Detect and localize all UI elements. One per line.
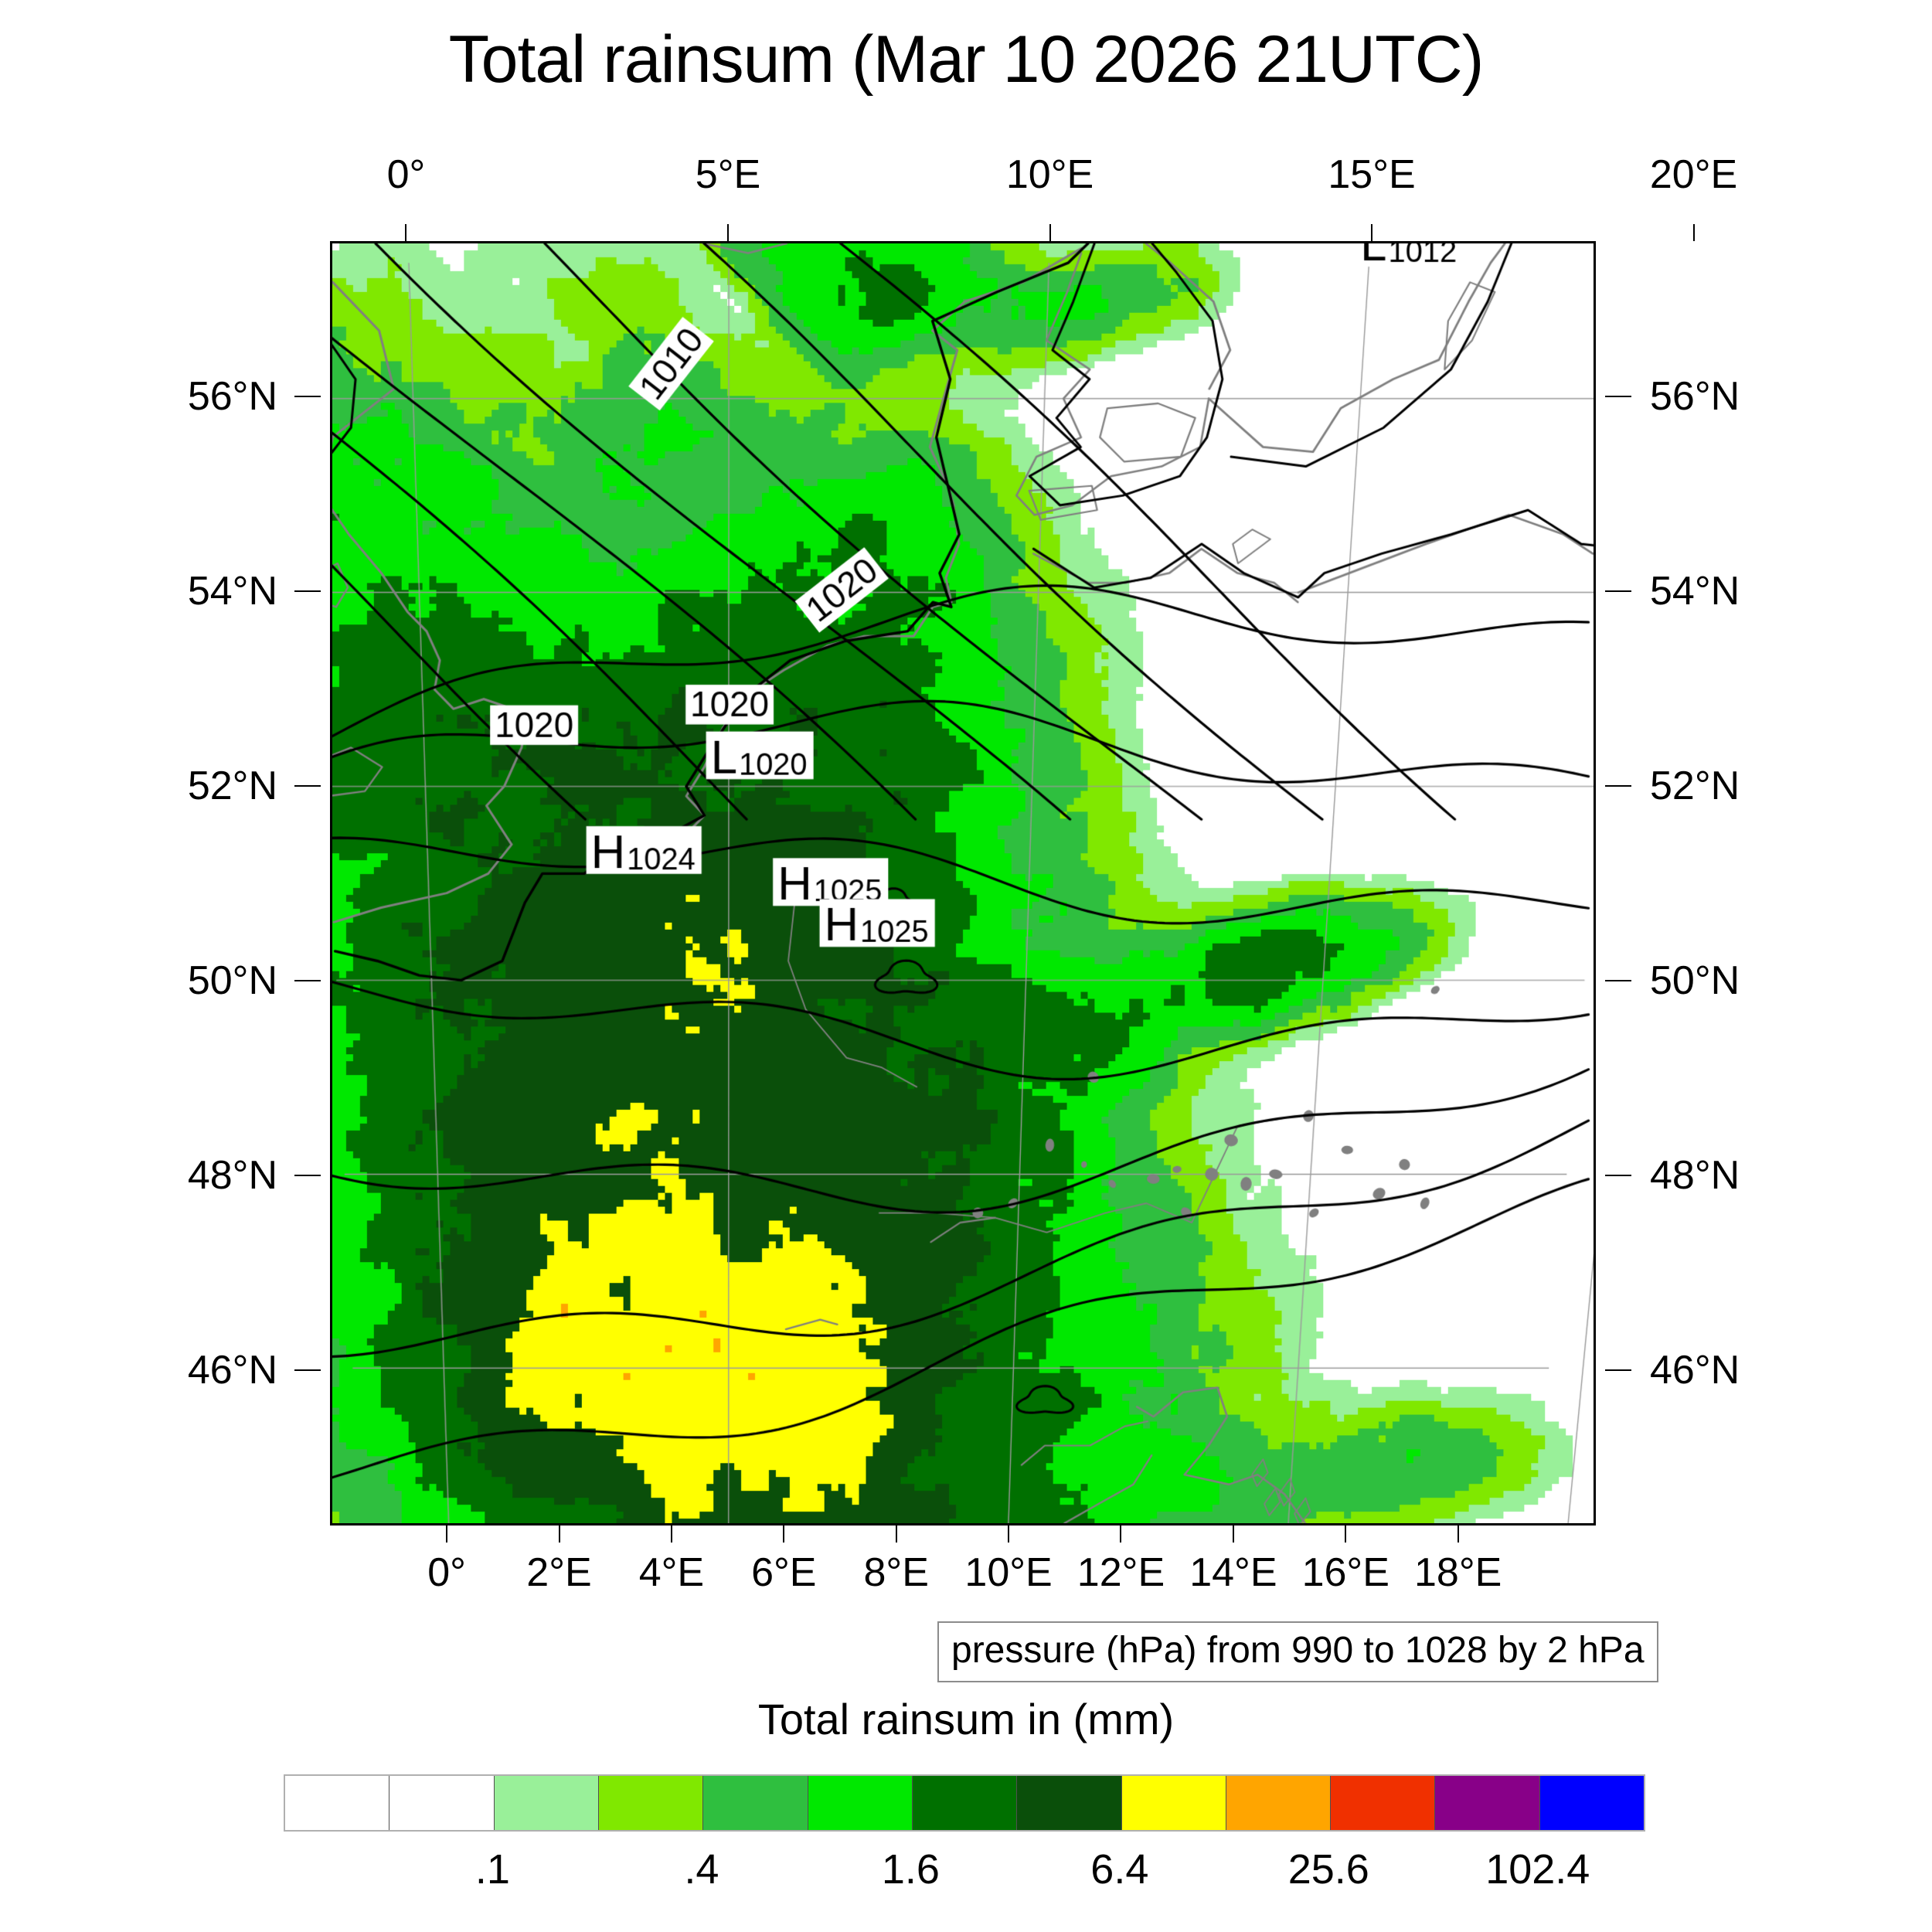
lon-label-bottom-9: 18°E <box>1413 1550 1502 1595</box>
lon-tick-top-1 <box>726 224 729 241</box>
lat-label-left-5: 46°N <box>187 1347 277 1393</box>
colorbar-cell-0 <box>285 1776 390 1830</box>
lon-label-bottom-1: 2°E <box>526 1550 592 1595</box>
lon-tick-bottom-3 <box>783 1526 785 1543</box>
lat-label-left-0: 56°N <box>187 374 277 420</box>
colorbar-cell-9 <box>1226 1776 1332 1830</box>
lon-label-bottom-2: 4°E <box>638 1550 705 1595</box>
lat-tick-right-0 <box>1605 396 1631 398</box>
lat-tick-left-2 <box>294 785 321 787</box>
lon-label-bottom-8: 16°E <box>1301 1550 1389 1595</box>
colorbar-cell-8 <box>1121 1776 1226 1830</box>
colorbar-cell-1 <box>389 1776 495 1830</box>
colorbar-tick-label-5: 102.4 <box>1485 1846 1590 1893</box>
lon-label-top-2: 10°E <box>1005 152 1094 197</box>
lat-tick-left-4 <box>294 1174 321 1176</box>
lon-tick-top-3 <box>1371 224 1373 241</box>
lon-tick-bottom-1 <box>558 1526 560 1543</box>
lon-tick-top-4 <box>1692 224 1695 241</box>
lat-tick-right-3 <box>1605 979 1631 981</box>
lat-tick-left-1 <box>294 590 321 593</box>
lon-tick-top-0 <box>405 224 407 241</box>
colorbar-cell-5 <box>808 1776 913 1830</box>
weather-map-canvas <box>332 243 1594 1523</box>
lon-tick-bottom-7 <box>1232 1526 1234 1543</box>
lat-label-right-2: 52°N <box>1650 764 1740 809</box>
lon-tick-bottom-4 <box>895 1526 897 1543</box>
lon-tick-bottom-6 <box>1120 1526 1122 1543</box>
colorbar-tick-label-2: 1.6 <box>881 1846 940 1893</box>
colorbar-tick-label-3: 6.4 <box>1090 1846 1149 1893</box>
colorbar-cell-10 <box>1331 1776 1436 1830</box>
lat-label-right-5: 46°N <box>1650 1347 1740 1393</box>
lon-label-top-3: 15°E <box>1328 152 1416 197</box>
colorbar-cell-11 <box>1435 1776 1540 1830</box>
colorbar-cell-12 <box>1539 1776 1645 1830</box>
lon-tick-top-2 <box>1049 224 1051 241</box>
lat-label-right-4: 48°N <box>1650 1152 1740 1198</box>
lat-tick-left-3 <box>294 979 321 981</box>
lon-label-top-0: 0° <box>386 152 426 197</box>
colorbar-title: Total rainsum in (mm) <box>757 1695 1175 1743</box>
lat-label-left-4: 48°N <box>187 1152 277 1198</box>
lon-tick-bottom-8 <box>1345 1526 1347 1543</box>
lon-label-top-4: 20°E <box>1649 152 1738 197</box>
lat-label-left-1: 54°N <box>187 569 277 614</box>
lon-label-bottom-4: 8°E <box>863 1550 929 1595</box>
figure-title: Total rainsum (Mar 10 2026 21UTC) <box>448 22 1485 97</box>
pressure-legend-box: pressure (hPa) from 990 to 1028 by 2 hPa <box>937 1621 1658 1682</box>
lat-label-left-2: 52°N <box>187 764 277 809</box>
map-plot-area <box>330 241 1596 1526</box>
lat-label-left-3: 50°N <box>187 957 277 1003</box>
lat-tick-right-5 <box>1605 1369 1631 1371</box>
lon-label-bottom-7: 14°E <box>1189 1550 1277 1595</box>
lat-tick-left-5 <box>294 1369 321 1371</box>
lat-label-right-1: 54°N <box>1650 569 1740 614</box>
lat-label-right-0: 56°N <box>1650 374 1740 420</box>
lon-label-top-1: 5°E <box>695 152 761 197</box>
colorbar-cell-7 <box>1017 1776 1122 1830</box>
lat-tick-right-2 <box>1605 785 1631 787</box>
colorbar-cell-2 <box>494 1776 599 1830</box>
lat-tick-right-4 <box>1605 1174 1631 1176</box>
lat-tick-left-0 <box>294 396 321 398</box>
colorbar-tick-label-0: .1 <box>474 1846 510 1893</box>
lon-tick-bottom-2 <box>670 1526 672 1543</box>
lon-tick-bottom-0 <box>446 1526 448 1543</box>
colorbar-tick-label-4: 25.6 <box>1287 1846 1369 1893</box>
colorbar-cell-4 <box>703 1776 808 1830</box>
lon-label-bottom-5: 10°E <box>964 1550 1053 1595</box>
lat-label-right-3: 50°N <box>1650 957 1740 1003</box>
lon-tick-bottom-9 <box>1457 1526 1459 1543</box>
colorbar-cell-3 <box>598 1776 704 1830</box>
colorbar-tick-label-1: .4 <box>684 1846 719 1893</box>
colorbar <box>284 1774 1645 1832</box>
lon-tick-bottom-5 <box>1008 1526 1010 1543</box>
lon-label-bottom-6: 12°E <box>1077 1550 1165 1595</box>
lat-tick-right-1 <box>1605 590 1631 593</box>
lon-label-bottom-3: 6°E <box>751 1550 817 1595</box>
colorbar-cell-6 <box>912 1776 1018 1830</box>
lon-label-bottom-0: 0° <box>427 1550 466 1595</box>
